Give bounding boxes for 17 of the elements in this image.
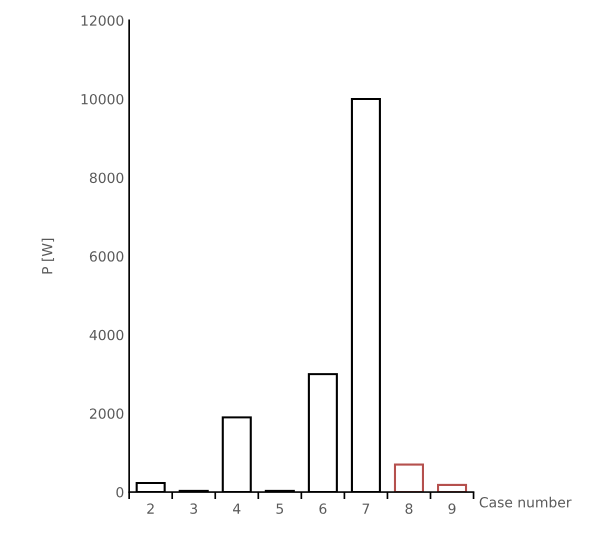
x-axis-title: Case number <box>480 496 572 508</box>
x-tick-label: 8 <box>406 503 412 514</box>
x-tick-label: 7 <box>362 504 370 514</box>
x-tick-label: 6 <box>319 503 326 514</box>
x-tick-label: 4 <box>233 504 240 514</box>
y-tick-label: 10000 <box>82 94 124 104</box>
x-tick-label: 2 <box>147 503 154 514</box>
y-tick-label: 4000 <box>90 330 124 340</box>
x-tick-label: 9 <box>448 503 456 514</box>
y-tick-label: 6000 <box>90 251 124 262</box>
y-tick-label: 2000 <box>90 408 124 419</box>
y-tick-label: 12000 <box>82 15 124 26</box>
y-axis-title: P [W] <box>42 238 54 274</box>
y-tick-label: 8000 <box>90 172 124 184</box>
x-tick-label: 5 <box>276 504 284 514</box>
x-tick-label: 3 <box>190 503 198 514</box>
y-tick-label: 0 <box>116 487 124 498</box>
